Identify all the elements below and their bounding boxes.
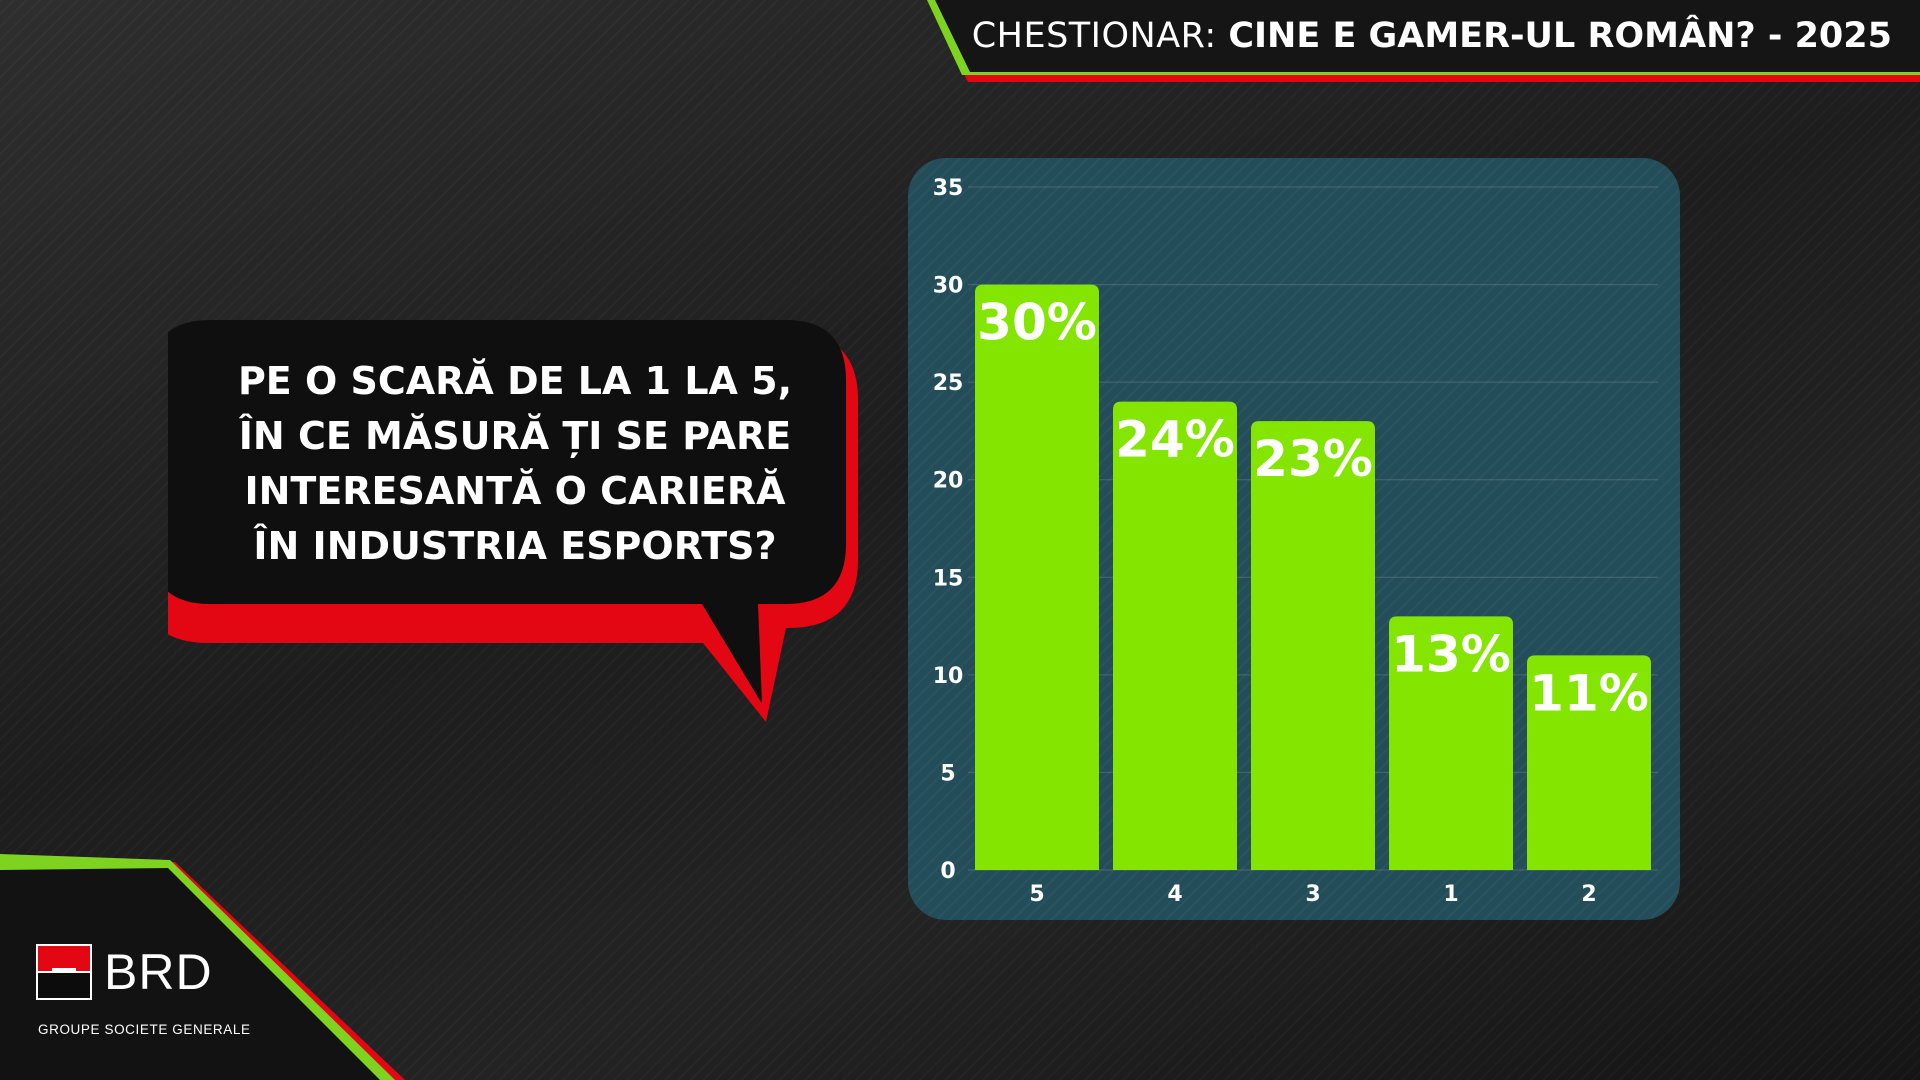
question-bubble: [168, 320, 858, 722]
question-bubble-body: [168, 320, 846, 704]
chart-panel: [908, 158, 1680, 920]
header-banner: [927, 0, 1920, 82]
header-title-main: CINE E GAMER-UL ROMÂN? - 2025: [1228, 16, 1892, 56]
brd-tagline: GROUPE SOCIETE GENERALE: [38, 1022, 251, 1037]
header-banner-fill: [935, 0, 1920, 72]
logo-corner-fill: [0, 868, 380, 1080]
header-title-prefix: CHESTIONAR:: [971, 16, 1229, 56]
question-text: PE O SCARĂ DE LA 1 LA 5, ÎN CE MĂSURĂ ȚI…: [237, 359, 793, 568]
brd-logo-icon: [36, 944, 92, 1000]
logo-corner-panel: [0, 854, 405, 1080]
brd-logo-text: BRD: [104, 944, 213, 1000]
header-title: CHESTIONAR: CINE E GAMER-UL ROMÂN? - 202…: [972, 14, 1892, 58]
